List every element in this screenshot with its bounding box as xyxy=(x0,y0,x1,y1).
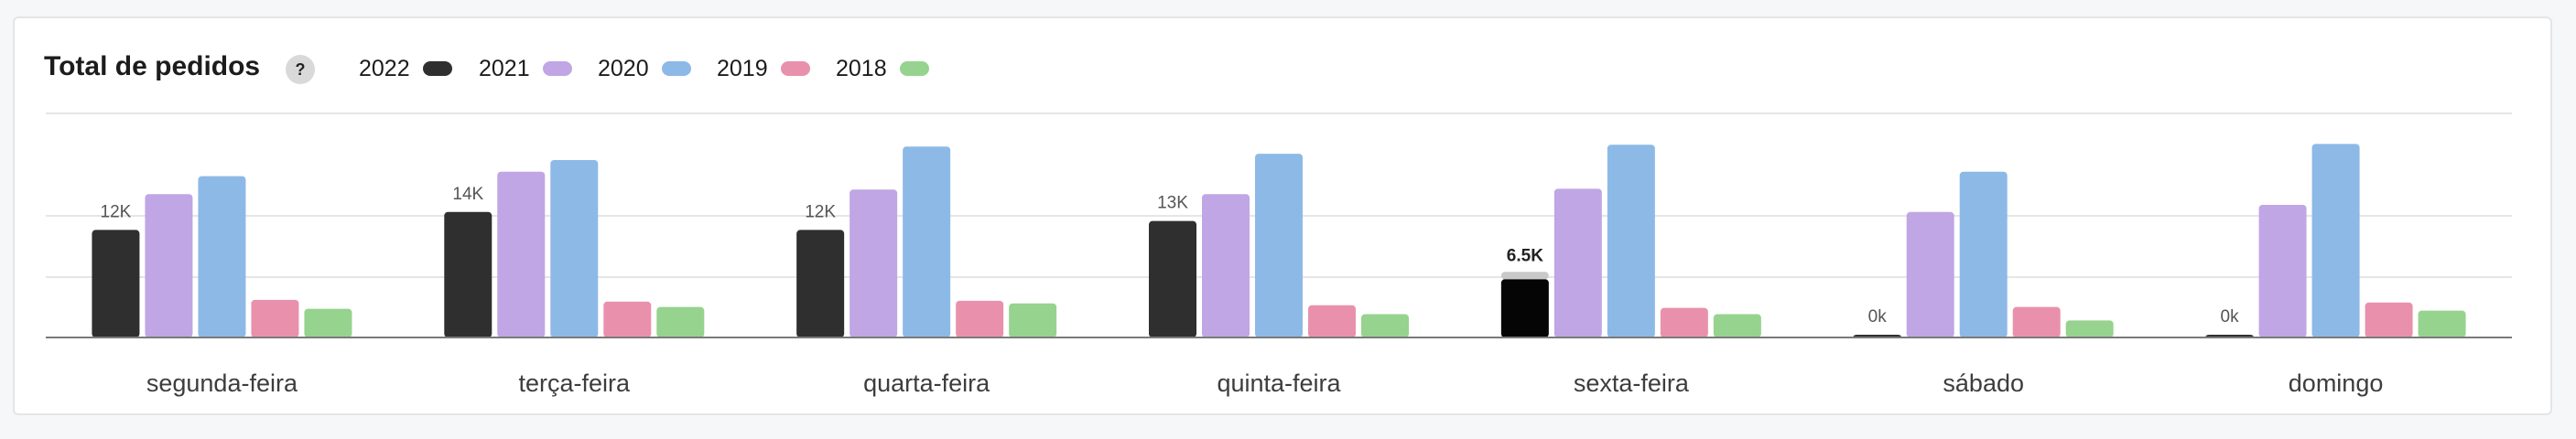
bar-2021-sexta-feira xyxy=(1553,188,1602,337)
bar-2018-segunda-feira xyxy=(304,308,352,337)
legend-swatch xyxy=(542,61,572,76)
bar-2020-domingo xyxy=(2311,144,2360,337)
legend-label: 2018 xyxy=(836,55,887,81)
legend-item-2018[interactable]: 2018 xyxy=(836,53,929,84)
bar-2022-segunda-feira xyxy=(92,230,140,337)
bar-2021-domingo xyxy=(2258,204,2307,337)
bar-2020-terça-feira xyxy=(550,159,599,337)
x-tick-label: quinta-feira xyxy=(1217,369,1341,397)
bar-2022-sexta-feira xyxy=(1500,279,1549,337)
bar-2019-quarta-feira xyxy=(956,300,1004,337)
value-label-terça-feira: 14K xyxy=(452,185,483,204)
legend-label: 2019 xyxy=(717,55,768,81)
bar-2018-sexta-feira xyxy=(1713,314,1761,337)
value-label-sábado: 0k xyxy=(1868,307,1888,327)
bar-2020-quinta-feira xyxy=(1255,154,1303,337)
bar-2019-sábado xyxy=(2012,306,2061,337)
bar-2022-quarta-feira xyxy=(796,230,845,337)
bar-2021-sábado xyxy=(1906,211,1954,337)
x-tick-label: sábado xyxy=(1943,369,2024,397)
legend-label: 2020 xyxy=(598,55,649,81)
bar-2022-terça-feira xyxy=(444,211,492,337)
chart-title: Total de pedidos xyxy=(44,51,261,81)
bar-2022-quinta-feira xyxy=(1149,220,1196,337)
legend-label: 2021 xyxy=(479,55,530,81)
legend-swatch xyxy=(899,61,929,76)
value-label-segunda-feira: 12K xyxy=(101,202,132,221)
help-icon[interactable]: ? xyxy=(286,55,315,84)
bar-2018-quinta-feira xyxy=(1361,314,1409,337)
x-tick-label: quarta-feira xyxy=(863,369,990,397)
bar-2020-sexta-feira xyxy=(1607,145,1655,337)
bar-2019-domingo xyxy=(2365,302,2413,337)
bar-2018-terça-feira xyxy=(656,306,705,337)
bar-2021-terça-feira xyxy=(497,171,546,337)
bar-2021-segunda-feira xyxy=(145,194,193,337)
x-tick-label: terça-feira xyxy=(519,369,632,397)
bar-2019-segunda-feira xyxy=(251,299,299,337)
value-label-domingo: 0k xyxy=(2221,307,2240,327)
bar-2020-segunda-feira xyxy=(198,176,246,337)
x-tick-label: sexta-feira xyxy=(1574,369,1690,397)
bar-2018-domingo xyxy=(2418,310,2466,337)
legend-item-2019[interactable]: 2019 xyxy=(717,53,810,84)
legend-item-2022[interactable]: 2022 xyxy=(359,53,452,84)
bar-2021-quinta-feira xyxy=(1202,194,1250,337)
bar-2019-terça-feira xyxy=(603,301,652,337)
value-label-sexta-feira: 6.5K xyxy=(1507,246,1543,265)
bar-2019-quinta-feira xyxy=(1308,305,1356,337)
bar-highlight-cap xyxy=(1500,272,1549,280)
value-label-quinta-feira: 13K xyxy=(1157,194,1188,213)
bar-2018-sábado xyxy=(2065,320,2114,337)
legend-swatch xyxy=(422,61,452,76)
bar-2020-sábado xyxy=(1959,171,2008,337)
legend-item-2020[interactable]: 2020 xyxy=(598,53,691,84)
legend-item-2021[interactable]: 2021 xyxy=(479,53,572,84)
value-label-quarta-feira: 12K xyxy=(805,202,836,221)
x-tick-label: domingo xyxy=(2289,369,2384,397)
legend-swatch xyxy=(780,61,810,76)
legend-swatch xyxy=(661,61,691,76)
bar-2019-sexta-feira xyxy=(1660,307,1708,337)
x-tick-label: segunda-feira xyxy=(146,369,298,397)
bar-2018-quarta-feira xyxy=(1009,303,1057,337)
legend-label: 2022 xyxy=(359,55,410,81)
bar-2020-quarta-feira xyxy=(903,146,951,337)
bar-2021-quarta-feira xyxy=(850,189,898,337)
